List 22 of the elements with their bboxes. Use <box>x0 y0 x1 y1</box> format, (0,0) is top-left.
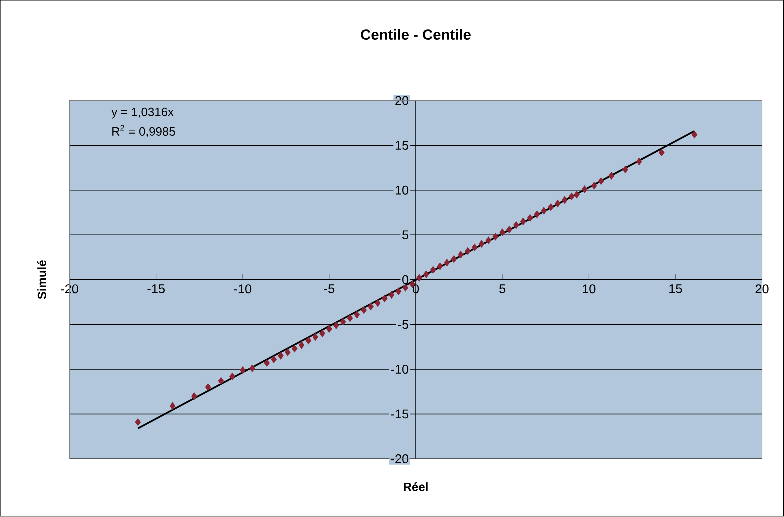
y-tick-label: 20 <box>396 96 409 106</box>
y-tick-label: 0 <box>402 276 409 284</box>
annotation: y = 1,0316x <box>112 108 174 119</box>
y-tick-label: 15 <box>396 141 409 150</box>
x-tick-label: -5 <box>324 284 335 294</box>
y-tick-label: -20 <box>391 454 409 464</box>
x-tick-label: 5 <box>500 284 506 294</box>
x-tick-label: 15 <box>670 284 682 294</box>
y-axis-title: Simulé <box>37 260 46 300</box>
x-axis-title: Réel <box>404 482 428 492</box>
x-tick-label: -15 <box>148 284 165 294</box>
y-tick-label: -15 <box>391 410 409 419</box>
y-tick-label: 10 <box>396 186 409 195</box>
x-tick-label: -20 <box>61 284 78 294</box>
y-tick-label: -10 <box>391 365 409 374</box>
chart-title: Centile - Centile <box>361 29 471 40</box>
y-tick-label: -5 <box>398 320 409 330</box>
annotation: R$^{2}$ = 0,9985 <box>112 125 176 138</box>
x-tick-label: -10 <box>234 284 252 294</box>
x-tick-label: 10 <box>583 284 596 294</box>
y-tick-label: 5 <box>402 230 409 240</box>
x-tick-label: 20 <box>756 284 769 294</box>
